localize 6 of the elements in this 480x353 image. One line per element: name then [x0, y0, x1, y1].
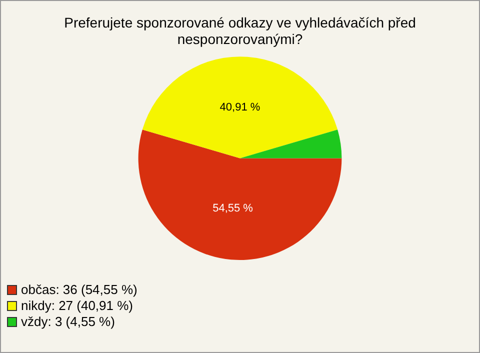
legend-label: nikdy: 27 (40,91 %)	[21, 298, 134, 314]
chart-title: Preferujete sponzorované odkazy ve vyhledávačích před nesponzorovanými?	[64, 14, 416, 48]
legend-label: občas: 36 (54,55 %)	[21, 282, 138, 298]
data-label: 40,91 %	[220, 101, 260, 114]
data-label: 54,55 %	[212, 202, 254, 215]
legend-label: vždy: 3 (4,55 %)	[21, 314, 115, 330]
